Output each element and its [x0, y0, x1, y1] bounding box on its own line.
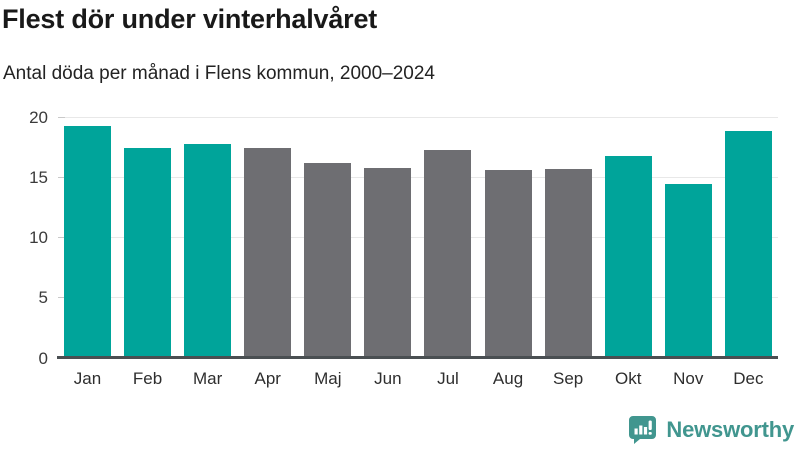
- y-tick-20: [58, 117, 65, 118]
- bar-nov: [664, 183, 712, 358]
- bar-sep: [544, 169, 592, 358]
- y-tick-5: [58, 297, 65, 299]
- bar-maj: [304, 163, 352, 358]
- y-tick-10: [58, 237, 65, 239]
- chart-subtitle: Antal döda per månad i Flens kommun, 200…: [3, 63, 435, 84]
- y-tick-15: [58, 177, 65, 179]
- x-axis-label-dec: Dec: [733, 369, 764, 388]
- y-axis-label-15: 15: [29, 168, 48, 188]
- bar-jan: [64, 125, 111, 358]
- x-axis-label-jul: Jul: [437, 369, 459, 388]
- bar-dec: [724, 130, 772, 358]
- bar-okt: [604, 155, 652, 358]
- x-axis-label-jun: Jun: [374, 369, 402, 388]
- bar-jul: [424, 149, 472, 358]
- bar-aug: [484, 170, 532, 358]
- y-axis-label-5: 5: [38, 288, 48, 308]
- bar-jun: [364, 168, 412, 358]
- bar-chart-speech-bubble-icon: [629, 416, 657, 444]
- x-axis-label-jan: Jan: [73, 369, 102, 388]
- x-axis-label-sep: Sep: [553, 369, 584, 388]
- bar-mar: [184, 143, 232, 358]
- x-axis-label-nov: Nov: [673, 369, 704, 388]
- y-axis-label-10: 10: [29, 228, 48, 248]
- newsworthy-logo: Newsworthy: [628, 415, 794, 445]
- x-axis-label-feb: Feb: [132, 369, 163, 388]
- y-axis-label-20: 20: [29, 108, 48, 127]
- x-axis-label-okt: Okt: [614, 369, 642, 388]
- x-axis-label-aug: Aug: [492, 369, 524, 388]
- x-axis-labels: Jan Feb Mar Apr Maj Jun Jul Aug Sep Okt Nov Dec: [58, 369, 778, 389]
- x-axis-label-mar: Mar: [193, 369, 223, 388]
- bar-feb: [124, 147, 172, 358]
- gridline-5: [58, 297, 778, 299]
- x-axis-label-apr: Apr: [254, 369, 281, 388]
- gridline-10: [58, 237, 778, 239]
- gridline-20: [58, 117, 778, 118]
- x-axis-line: [57, 356, 778, 359]
- bar-series: [58, 117, 778, 358]
- gridline-15: [58, 177, 778, 179]
- x-axis-label-maj: Maj: [314, 369, 342, 388]
- chart-title: Flest dör under vinterhalvåret: [2, 4, 378, 34]
- brand-name: Newsworthy: [666, 417, 794, 442]
- y-axis-label-0: 0: [38, 348, 48, 368]
- bar-apr: [244, 147, 292, 358]
